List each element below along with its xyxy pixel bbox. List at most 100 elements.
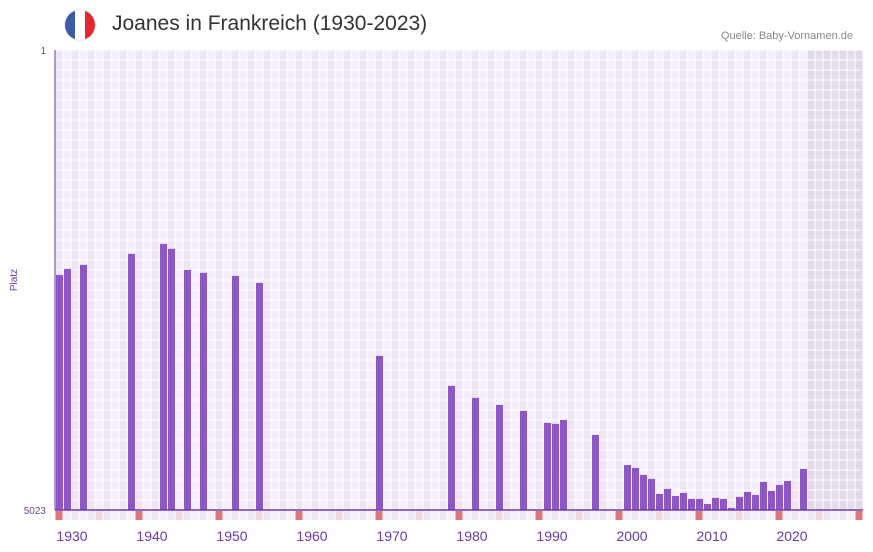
grid-cell — [367, 150, 375, 160]
grid-cell — [855, 410, 863, 420]
grid-cell — [799, 320, 807, 330]
grid-cell — [207, 330, 215, 340]
grid-cell — [335, 280, 343, 290]
year-marker — [847, 511, 855, 520]
grid-cell — [551, 50, 559, 60]
grid-cell — [71, 160, 79, 170]
grid-cell — [135, 460, 143, 470]
grid-cell — [279, 170, 287, 180]
grid-cell — [663, 200, 671, 210]
grid-cell — [535, 110, 543, 120]
grid-cell — [759, 80, 767, 90]
grid-cell — [103, 430, 111, 440]
grid-cell — [431, 100, 439, 110]
grid-cell — [175, 340, 183, 350]
grid-cell — [647, 430, 655, 440]
grid-cell — [295, 170, 303, 180]
grid-cell — [511, 470, 519, 480]
grid-cell — [335, 200, 343, 210]
grid-cell — [559, 200, 567, 210]
grid-cell — [719, 130, 727, 140]
x-tick-label: 1930 — [56, 528, 87, 544]
grid-cell — [103, 380, 111, 390]
grid-cell — [223, 70, 231, 80]
year-marker — [591, 511, 599, 520]
grid-cell — [607, 230, 615, 240]
grid-cell — [759, 380, 767, 390]
year-marker — [415, 511, 423, 520]
grid-cell — [479, 160, 487, 170]
grid-cell — [327, 360, 335, 370]
grid-cell — [575, 50, 583, 60]
grid-cell — [103, 220, 111, 230]
grid-cell — [503, 360, 511, 370]
grid-cell — [111, 280, 119, 290]
grid-cell — [311, 300, 319, 310]
grid-cell — [855, 70, 863, 80]
grid-cell — [647, 180, 655, 190]
grid-cell — [751, 430, 759, 440]
grid-cell — [831, 430, 839, 440]
grid-cell — [223, 310, 231, 320]
source-link[interactable]: Quelle: Baby-Vornamen.de — [720, 30, 853, 42]
grid-cell — [583, 170, 591, 180]
grid-cell — [239, 490, 247, 500]
grid-cell — [455, 350, 463, 360]
grid-cell — [103, 450, 111, 460]
grid-cell — [751, 330, 759, 340]
bar — [200, 272, 207, 510]
grid-cell — [799, 340, 807, 350]
grid-cell — [839, 340, 847, 350]
grid-cell — [607, 260, 615, 270]
grid-cell — [783, 350, 791, 360]
grid-cell — [415, 190, 423, 200]
grid-cell — [279, 360, 287, 370]
grid-cell — [823, 260, 831, 270]
grid-cell — [351, 370, 359, 380]
grid-cell — [839, 490, 847, 500]
grid-cell — [279, 260, 287, 270]
grid-cell — [559, 180, 567, 190]
grid-cell — [383, 270, 391, 280]
grid-cell — [111, 400, 119, 410]
grid-cell — [343, 260, 351, 270]
grid-cell — [95, 130, 103, 140]
grid-cell — [687, 110, 695, 120]
grid-cell — [735, 170, 743, 180]
grid-cell — [807, 120, 815, 130]
grid-cell — [287, 300, 295, 310]
grid-cell — [311, 380, 319, 390]
grid-cell — [743, 450, 751, 460]
grid-cell — [807, 280, 815, 290]
grid-cell — [855, 140, 863, 150]
grid-cell — [415, 80, 423, 90]
grid-cell — [127, 160, 135, 170]
grid-cell — [335, 120, 343, 130]
grid-cell — [303, 390, 311, 400]
grid-cell — [71, 310, 79, 320]
grid-cell — [447, 330, 455, 340]
grid-cell — [327, 240, 335, 250]
grid-cell — [855, 480, 863, 490]
grid-cell — [599, 280, 607, 290]
grid-cell — [183, 140, 191, 150]
grid-cell — [559, 50, 567, 60]
grid-cell — [311, 220, 319, 230]
grid-cell — [647, 170, 655, 180]
grid-cell — [815, 370, 823, 380]
grid-cell — [543, 80, 551, 90]
grid-cell — [463, 500, 471, 510]
grid-cell — [191, 240, 199, 250]
year-marker — [791, 511, 799, 520]
grid-cell — [103, 300, 111, 310]
grid-cell — [695, 120, 703, 130]
grid-cell — [279, 230, 287, 240]
grid-cell — [615, 50, 623, 60]
grid-cell — [767, 160, 775, 170]
grid-cell — [551, 230, 559, 240]
grid-cell — [783, 130, 791, 140]
grid-cell — [719, 120, 727, 130]
grid-cell — [367, 130, 375, 140]
grid-cell — [695, 130, 703, 140]
grid-cell — [727, 390, 735, 400]
